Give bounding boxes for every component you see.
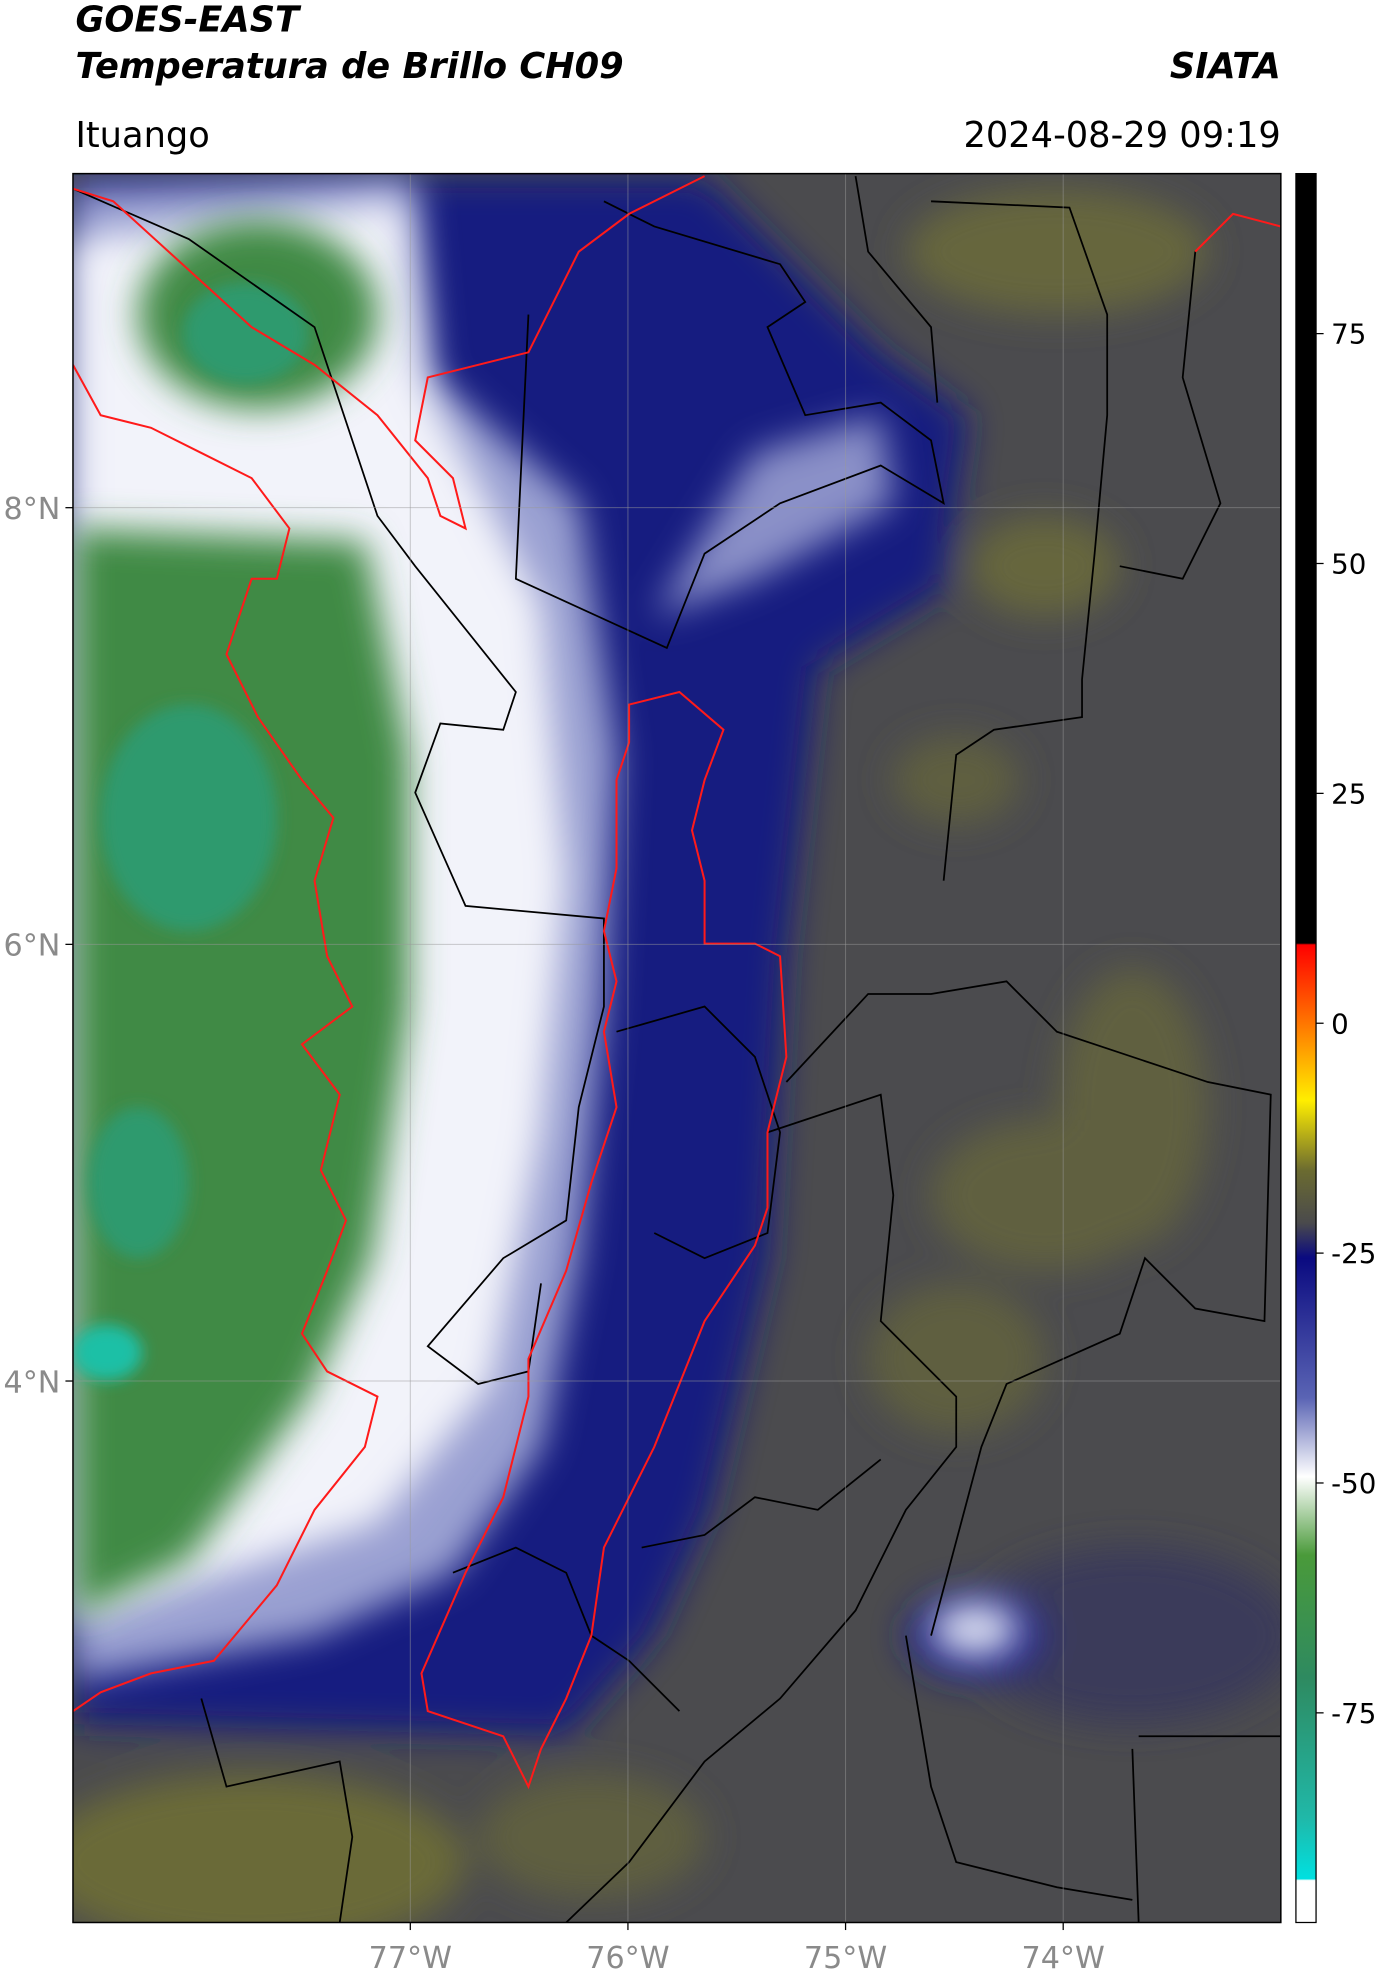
y-tick-label: 4°N — [4, 1365, 61, 1400]
map-frame — [72, 172, 1282, 1924]
y-tick-label: 6°N — [4, 929, 61, 964]
source: SIATA — [1170, 46, 1281, 87]
y-tick-label: 8°N — [4, 492, 61, 527]
x-tick-label: 74°W — [1022, 1941, 1105, 1976]
colorbar-tick-label: -25 — [1331, 1237, 1376, 1270]
colorbar-tick-label: -50 — [1331, 1467, 1376, 1500]
grid — [72, 173, 1281, 1923]
x-tick-label: 77°W — [369, 1941, 452, 1976]
x-tick-label: 75°W — [804, 1941, 887, 1976]
colorbar-tick-label: 0 — [1331, 1007, 1349, 1040]
colorbar-tick-label: 75 — [1331, 318, 1366, 351]
colorbar-tick-label: -75 — [1331, 1697, 1376, 1730]
region: Ituango — [75, 115, 209, 156]
x-tick-label: 76°W — [586, 1941, 669, 1976]
title: GOES-EAST — [75, 0, 302, 40]
colorbar-tick-label: 25 — [1331, 777, 1366, 810]
map-image — [72, 173, 1281, 1923]
colorbar-tick-label: 50 — [1331, 548, 1366, 581]
timestamp: 2024-08-29 09:19 — [963, 115, 1280, 156]
subtitle: Temperatura de Brillo CH09 — [75, 46, 623, 87]
colorbar — [1295, 172, 1317, 1924]
